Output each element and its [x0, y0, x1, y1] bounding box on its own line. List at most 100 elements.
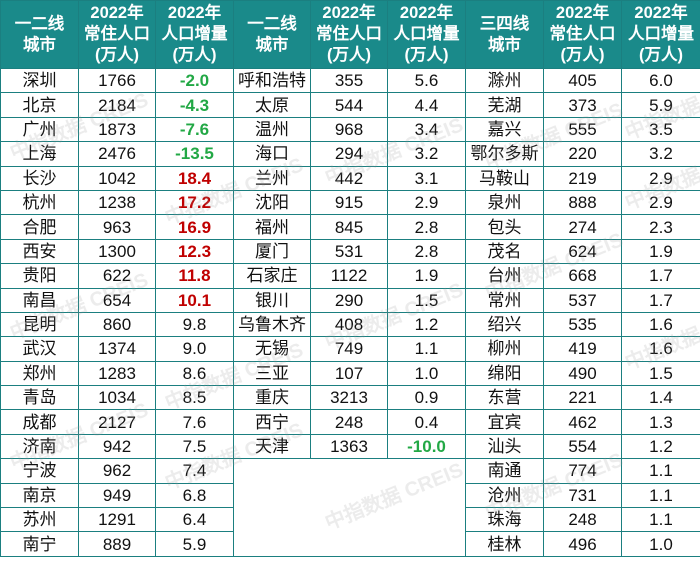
population-cell: 1034 [78, 385, 156, 411]
population-cell: 731 [543, 482, 622, 509]
header-population-b: 2022年 常住人口 (万人) [310, 0, 388, 69]
city-cell: 青岛 [0, 385, 79, 411]
increase-cell: 1.6 [621, 311, 700, 338]
population-cell: 1122 [310, 263, 388, 289]
increase-cell: 2.9 [621, 189, 700, 216]
increase-cell: 6.8 [155, 482, 234, 509]
increase-cell: 2.8 [387, 238, 466, 265]
population-cell: 1283 [78, 360, 156, 387]
city-cell: 广州 [0, 116, 79, 143]
population-cell: 248 [310, 409, 388, 435]
city-cell: 长沙 [0, 165, 79, 191]
table-row: 宁波 962 7.4 南通 774 1.1 [0, 458, 700, 557]
population-cell: 554 [543, 433, 622, 460]
city-cell: 厦门 [233, 238, 311, 265]
population-cell: 1363 [310, 433, 388, 460]
table-row: 西安 1300 12.3 厦门 531 2.8 茂名 624 1.9 [0, 238, 700, 265]
increase-cell: -13.5 [155, 141, 234, 167]
header-population-a: 2022年 常住人口 (万人) [78, 0, 156, 69]
increase-cell: 11.8 [155, 263, 234, 289]
city-cell: 珠海 [465, 507, 544, 533]
population-cell: 915 [310, 189, 388, 216]
city-cell: 太原 [233, 92, 311, 118]
table-row: 成都 2127 7.6 西宁 248 0.4 宜宾 462 1.3 [0, 409, 700, 435]
table-row: 南昌 654 10.1 银川 290 1.5 常州 537 1.7 [0, 287, 700, 313]
city-cell: 南昌 [0, 287, 79, 313]
population-cell: 3213 [310, 385, 388, 411]
increase-cell: 1.1 [621, 482, 700, 509]
population-cell: 419 [543, 336, 622, 362]
increase-cell: 5.9 [155, 531, 234, 557]
city-cell: 宁波 [0, 458, 79, 484]
increase-cell: -10.0 [387, 433, 466, 460]
increase-cell: 1.6 [621, 336, 700, 362]
city-cell: 呼和浩特 [233, 67, 311, 94]
increase-cell: 2.3 [621, 214, 700, 240]
table-row: 合肥 963 16.9 福州 845 2.8 包头 274 2.3 [0, 214, 700, 240]
increase-cell: 1.4 [621, 385, 700, 411]
increase-cell: 3.1 [387, 165, 466, 191]
header-increase-c: 2022年 人口增量 (万人) [621, 0, 700, 69]
increase-cell: 1.7 [621, 287, 700, 313]
header-increase-b: 2022年 人口增量 (万人) [387, 0, 466, 69]
population-cell: 622 [78, 263, 156, 289]
city-cell: 桂林 [465, 531, 544, 557]
population-cell: 535 [543, 311, 622, 338]
increase-cell: -2.0 [155, 67, 234, 94]
population-cell: 107 [310, 360, 388, 387]
population-cell: 1300 [78, 238, 156, 265]
population-table: 一二线 城市 2022年 常住人口 (万人) 2022年 人口增量 (万人) 一二线 城市 … [0, 0, 700, 557]
population-cell: 962 [78, 458, 156, 484]
header-city-tier34: 三四线 城市 [465, 0, 544, 69]
city-cell: 银川 [233, 287, 311, 313]
increase-cell: 16.9 [155, 214, 234, 240]
city-cell: 合肥 [0, 214, 79, 240]
city-cell: 武汉 [0, 336, 79, 362]
increase-cell: 1.1 [387, 336, 466, 362]
population-cell: 220 [543, 141, 622, 167]
increase-cell: 0.4 [387, 409, 466, 435]
header-increase-a: 2022年 人口增量 (万人) [155, 0, 234, 69]
city-cell: 台州 [465, 263, 544, 289]
increase-cell: 6.0 [621, 67, 700, 94]
increase-cell: 7.5 [155, 433, 234, 460]
population-cell: 889 [78, 531, 156, 557]
city-cell: 海口 [233, 141, 311, 167]
increase-cell: 6.4 [155, 507, 234, 533]
table-row: 深圳 1766 -2.0 呼和浩特 355 5.6 滁州 405 6.0 [0, 67, 700, 94]
city-cell: 泉州 [465, 189, 544, 216]
population-cell: 2127 [78, 409, 156, 435]
city-cell: 宜宾 [465, 409, 544, 435]
header-population-c: 2022年 常住人口 (万人) [543, 0, 622, 69]
city-cell: 北京 [0, 92, 79, 118]
population-cell: 490 [543, 360, 622, 387]
city-cell: 柳州 [465, 336, 544, 362]
city-cell: 包头 [465, 214, 544, 240]
table-row: 北京 2184 -4.3 太原 544 4.4 芜湖 373 5.9 [0, 92, 700, 118]
city-cell: 三亚 [233, 360, 311, 387]
city-cell: 茂名 [465, 238, 544, 265]
increase-cell: -4.3 [155, 92, 234, 118]
increase-cell: 4.4 [387, 92, 466, 118]
population-cell: 1766 [78, 67, 156, 94]
city-cell: 无锡 [233, 336, 311, 362]
increase-cell: 2.9 [387, 189, 466, 216]
increase-cell: 8.5 [155, 385, 234, 411]
population-cell: 408 [310, 311, 388, 338]
population-cell: 624 [543, 238, 622, 265]
population-cell: 442 [310, 165, 388, 191]
city-cell: 成都 [0, 409, 79, 435]
population-cell: 845 [310, 214, 388, 240]
city-cell: 沧州 [465, 482, 544, 509]
population-cell: 668 [543, 263, 622, 289]
city-cell: 南京 [0, 482, 79, 509]
population-cell: 774 [543, 458, 622, 484]
city-cell: 苏州 [0, 507, 79, 533]
table-row: 长沙 1042 18.4 兰州 442 3.1 马鞍山 219 2.9 [0, 165, 700, 191]
empty-cell [233, 458, 466, 557]
increase-cell: 1.0 [621, 531, 700, 557]
increase-cell: 1.2 [621, 433, 700, 460]
increase-cell: 1.2 [387, 311, 466, 338]
population-cell: 462 [543, 409, 622, 435]
city-cell: 上海 [0, 141, 79, 167]
